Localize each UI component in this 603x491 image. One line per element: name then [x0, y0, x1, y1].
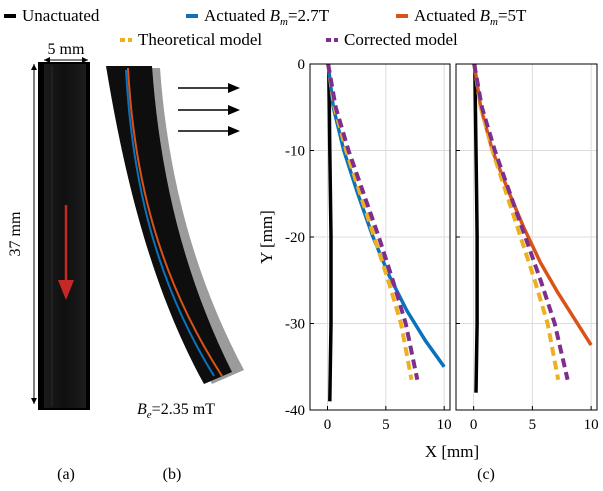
panel-a-photo: 5 mm 37 mm [7, 41, 90, 410]
series-line-corrected-model [472, 63, 570, 381]
legend-item-theoretical: Theoretical model [120, 30, 262, 49]
width-arrow-right [82, 57, 88, 63]
chart-c-right: 0 5 10 [455, 63, 599, 433]
overlay-curve-orange [127, 67, 223, 377]
legend-label-actuated-27: Actuated Bm=2.7T [204, 6, 330, 28]
legend-label-corrected: Corrected model [344, 30, 458, 49]
legend-item-unactuated: Unactuated [4, 6, 100, 25]
length-label: 37 mm [7, 211, 24, 256]
x-tick-label: 5 [529, 417, 537, 433]
overlay-curve-blue [125, 69, 215, 377]
y-tick-label: 0 [298, 57, 306, 73]
magnetization-arrow-head [58, 280, 74, 300]
legend-label-actuated-5: Actuated Bm=5T [414, 6, 527, 28]
series-line-theoretical-model [472, 63, 561, 381]
x-tick-label: 10 [584, 417, 599, 433]
y-tick-label: -40 [285, 403, 305, 419]
length-arrow-top [31, 64, 37, 70]
panel-label-a: (a) [57, 466, 75, 483]
series-line-unactuated [473, 63, 479, 393]
x-tick-label: 0 [324, 417, 332, 433]
legend-label-unactuated: Unactuated [22, 6, 100, 25]
y-tick-label: -30 [285, 317, 305, 333]
chart-c-left: 0 5 10 0 -10 -20 -30 -40 [285, 57, 452, 433]
y-tick-label: -10 [285, 144, 305, 160]
panel-b-photo: Be=2.35 mT [106, 66, 244, 421]
x-tick-label: 5 [382, 417, 390, 433]
legend: Unactuated Actuated Bm=2.7T Actuated Bm=… [4, 6, 527, 49]
legend-item-corrected: Corrected model [326, 30, 458, 49]
field-arrows [178, 83, 240, 136]
legend-item-actuated-5: Actuated Bm=5T [396, 6, 527, 28]
width-label: 5 mm [48, 41, 85, 58]
y-axis-title: Y [mm] [257, 210, 276, 264]
x-tick-label: 10 [437, 417, 452, 433]
panel-label-c: (c) [477, 466, 495, 483]
legend-item-actuated-27: Actuated Bm=2.7T [186, 6, 330, 28]
field-label: Be=2.35 mT [137, 401, 215, 421]
length-arrow-bottom [31, 398, 37, 404]
series-line-theoretical-model [326, 63, 414, 381]
bent-strip [106, 66, 232, 384]
x-axis-title: X [mm] [425, 442, 479, 461]
x-tick-label: 0 [470, 417, 478, 433]
width-arrow-left [44, 57, 50, 63]
legend-label-theoretical: Theoretical model [138, 30, 262, 49]
panel-label-b: (b) [163, 466, 182, 483]
series-line-unactuated [326, 63, 333, 402]
y-tick-label: -20 [285, 230, 305, 246]
series-line-corrected-model [326, 63, 420, 381]
